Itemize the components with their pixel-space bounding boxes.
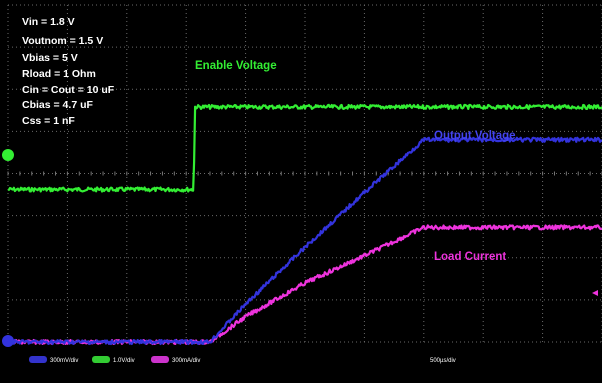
ch1-scale: 300mV/div <box>50 358 78 364</box>
scope-grid <box>7 4 602 343</box>
label-enable-voltage: Enable Voltage <box>195 60 277 72</box>
condition-voutnom: Voutnom = 1.5 V <box>22 35 103 47</box>
condition-vin: Vin = 1.8 V <box>22 16 75 28</box>
condition-vbias: Vbias = 5 V <box>22 52 78 64</box>
ch1-badge <box>29 356 47 363</box>
channel-marker-output-current <box>2 335 14 347</box>
trace-enable-voltage <box>7 103 602 193</box>
trace-output-voltage <box>7 136 602 346</box>
condition-cbias: Cbias = 4.7 uF <box>22 99 93 111</box>
label-load-current: Load Current <box>434 251 506 263</box>
test-conditions: Vin = 1.8 V Voutnom = 1.5 V Vbias = 5 V … <box>22 16 115 127</box>
time-scale: 500µs/div <box>430 358 456 364</box>
condition-css: Css = 1 nF <box>22 115 75 127</box>
scale-bar: 300mV/div 1.0V/div 300mA/div 500µs/div <box>29 356 456 364</box>
ch2-scale: 1.0V/div <box>113 358 135 364</box>
ch4-scale: 300mA/div <box>172 358 200 364</box>
channel-marker-enable <box>2 149 14 161</box>
ch4-badge <box>151 356 169 363</box>
scope-traces <box>7 103 602 346</box>
ch2-badge <box>92 356 110 363</box>
condition-rload: Rload = 1 Ohm <box>22 68 96 80</box>
condition-cin-cout: Cin = Cout = 10 uF <box>22 84 115 96</box>
trigger-marker <box>592 290 598 296</box>
label-output-voltage: Output Voltage <box>434 130 516 142</box>
